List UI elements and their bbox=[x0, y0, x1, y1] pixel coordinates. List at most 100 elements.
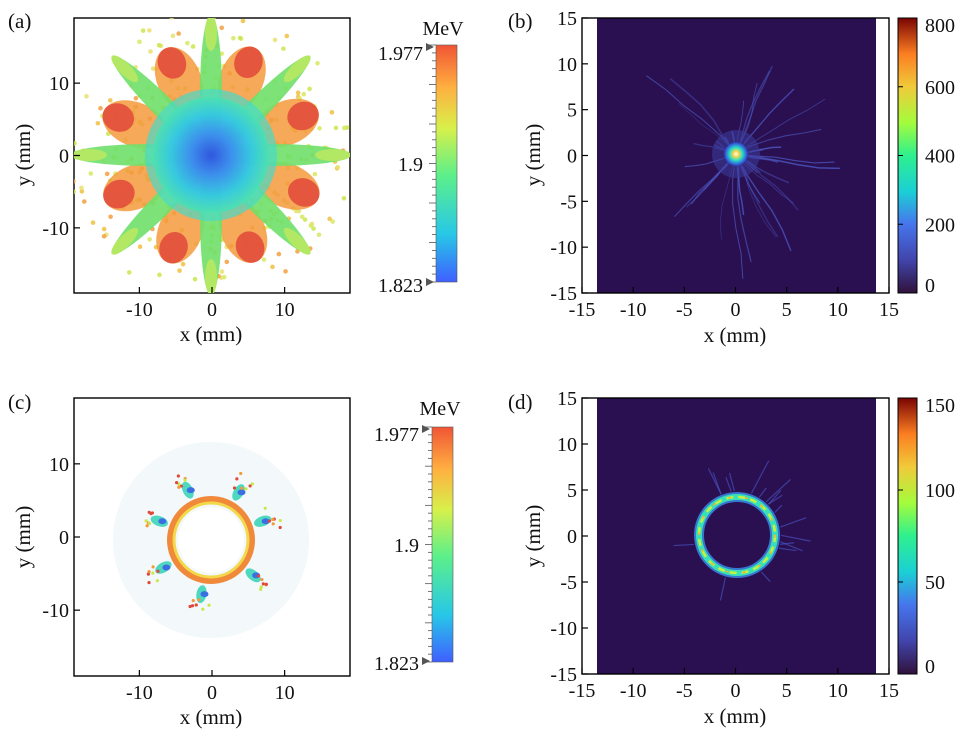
panel-a-colorbar-minor-ticks bbox=[429, 44, 436, 283]
panel-c-scatter-point bbox=[155, 579, 159, 583]
panel-a-scatter-point bbox=[79, 185, 84, 191]
panel-a-scatter-point bbox=[329, 110, 335, 115]
panel-a-scatter-point bbox=[301, 91, 307, 97]
panel-a-scatter-point bbox=[81, 199, 87, 204]
panel-a-lobe-tip bbox=[102, 103, 135, 132]
panel-c-scatter-point bbox=[147, 522, 152, 526]
panel-d-streak bbox=[780, 534, 811, 542]
panel-a-scatter-point bbox=[276, 251, 282, 257]
panel-a-scatter-point bbox=[79, 189, 85, 194]
panel-c-scatter-point bbox=[244, 487, 248, 491]
panel-d-ytick-label: -10 bbox=[550, 618, 577, 640]
panel-c-scatter-point bbox=[197, 598, 201, 602]
panel-a-scatter-point bbox=[283, 269, 288, 274]
panel-c-ylabel: y (mm) bbox=[11, 506, 35, 568]
panel-d-ytick-label: 10 bbox=[557, 434, 577, 456]
panel-c-scatter-point bbox=[151, 571, 155, 575]
panel-a-scatter-point bbox=[221, 274, 227, 280]
panel-a-scatter-point bbox=[148, 49, 153, 54]
panel-c-tuft-core bbox=[261, 518, 270, 525]
panel-c-scatter-point bbox=[267, 519, 272, 523]
panel-c-scatter-point bbox=[248, 484, 252, 488]
panel-c-xlabel: x (mm) bbox=[180, 705, 242, 729]
panel-c-colorbar: MeV 1.977 1.9 1.823 bbox=[374, 398, 461, 675]
panel-b-xtick-label: -5 bbox=[676, 299, 693, 321]
panel-a-scatter-point bbox=[133, 95, 139, 101]
panel-a-scatter-point bbox=[126, 270, 132, 275]
panel-a-arm-tip bbox=[283, 227, 311, 255]
panel-d-xtick-label: 10 bbox=[828, 680, 848, 702]
panel-a-arm-tip bbox=[315, 149, 350, 161]
panel-a-lobe-tip bbox=[234, 46, 263, 79]
panel-a-scatter-point bbox=[169, 18, 174, 20]
panel-a-scatter-point bbox=[147, 237, 152, 242]
panel-a-scatter-point bbox=[180, 261, 186, 267]
panel-d-streak bbox=[719, 577, 727, 601]
panel-a-lobe-tip bbox=[287, 178, 320, 207]
panel-d-colorbar-tick-label: 150 bbox=[925, 395, 955, 417]
panel-c: (c) -10 0 10 10 0 -10 x (mm) y (mm) MeV 1.977… bbox=[8, 390, 461, 729]
panel-b-ytick-label: 10 bbox=[557, 54, 577, 76]
panel-a-scatter-point bbox=[335, 164, 341, 170]
panel-d-xtick-label: -10 bbox=[620, 680, 647, 702]
panel-a-scatter-point bbox=[242, 12, 247, 17]
panel-a-scatter-point bbox=[219, 269, 225, 274]
panel-c-scatter-point bbox=[147, 580, 151, 585]
panel-d-label: (d) bbox=[508, 390, 533, 414]
panel-d-xtick-label: 15 bbox=[879, 680, 899, 702]
panel-d-streak bbox=[758, 487, 767, 498]
panel-a-scatter-point bbox=[299, 214, 305, 220]
panel-a-colorbar-min-arrow bbox=[426, 278, 434, 286]
panel-d-ylabel: y (mm) bbox=[521, 505, 545, 567]
panel-a-scatter-point bbox=[330, 219, 336, 224]
panel-a-arm-tip bbox=[74, 149, 107, 161]
panel-b-xtick-label: 15 bbox=[879, 299, 899, 321]
panel-c-scatter-point bbox=[179, 484, 184, 488]
panel-c-tuft-core bbox=[186, 487, 195, 494]
panel-a-xtick-label: 10 bbox=[275, 299, 295, 321]
panel-c-ytick-label: 10 bbox=[49, 454, 69, 476]
panel-a-scatter-point bbox=[311, 226, 316, 231]
panel-c-xtick-label: 10 bbox=[275, 682, 295, 704]
panel-a-xtick-label: 0 bbox=[207, 299, 217, 321]
panel-a-scatter-point bbox=[147, 28, 152, 33]
panel-c-colorbar-tick-max: 1.977 bbox=[374, 424, 419, 446]
panel-b-hotspot bbox=[722, 140, 750, 168]
panel-d-colorbar-ticks: 150 100 50 0 bbox=[898, 395, 955, 678]
panel-c-colorbar-minor-ticks bbox=[425, 426, 432, 663]
panel-a-ytick-label: 0 bbox=[59, 146, 69, 168]
panel-c-colorbar-unit: MeV bbox=[419, 398, 461, 420]
panel-a-scatter-point bbox=[101, 233, 107, 239]
panel-c-tuft-core bbox=[200, 591, 209, 598]
panel-b-xtick-label: 5 bbox=[782, 299, 792, 321]
panel-c-scatter-point bbox=[239, 471, 243, 476]
panel-a-arm-tip bbox=[111, 227, 139, 255]
panel-b-colorbar-tick-label: 0 bbox=[925, 275, 935, 297]
panel-d-streak bbox=[728, 472, 736, 492]
panel-a-scatter-point bbox=[302, 217, 308, 222]
panel-a-ylabel: y (mm) bbox=[11, 124, 35, 186]
panel-a-arm-tip bbox=[283, 55, 311, 83]
panel-b-colorbar-tick-label: 400 bbox=[925, 146, 955, 168]
panel-d-streak bbox=[765, 479, 791, 503]
panel-d-xtick-label: -15 bbox=[569, 680, 596, 702]
panel-a-axes: -10 0 10 10 0 -10 bbox=[42, 73, 294, 321]
panel-d-streak bbox=[707, 468, 722, 495]
panel-d-colorbar-tick-label: 100 bbox=[925, 480, 955, 502]
panel-a-lobe-tip bbox=[103, 179, 135, 209]
panel-a-scatter-point bbox=[312, 171, 318, 177]
panel-a-arm-tip bbox=[205, 18, 217, 51]
panel-c-colorbar-tick-mid: 1.9 bbox=[394, 535, 419, 557]
panel-a-scatter-point bbox=[101, 226, 107, 232]
panel-a-scatter-point bbox=[140, 28, 146, 33]
panel-a-lobe-tip bbox=[157, 47, 187, 79]
panel-b-ytick-label: -10 bbox=[550, 237, 577, 259]
panel-d-axes: -15 -10 -5 0 5 10 15 15 10 5 0 -5 -10 -15 bbox=[550, 388, 899, 702]
panel-a-lobe-tip bbox=[235, 231, 265, 263]
panel-a-scatter-point bbox=[341, 125, 347, 131]
panel-d-streak bbox=[725, 477, 732, 492]
panel-b-colorbar-ticks: 800 600 400 200 0 bbox=[898, 15, 955, 297]
panel-d-streak bbox=[750, 460, 770, 494]
panel-a-ytick-label: -10 bbox=[42, 218, 69, 240]
